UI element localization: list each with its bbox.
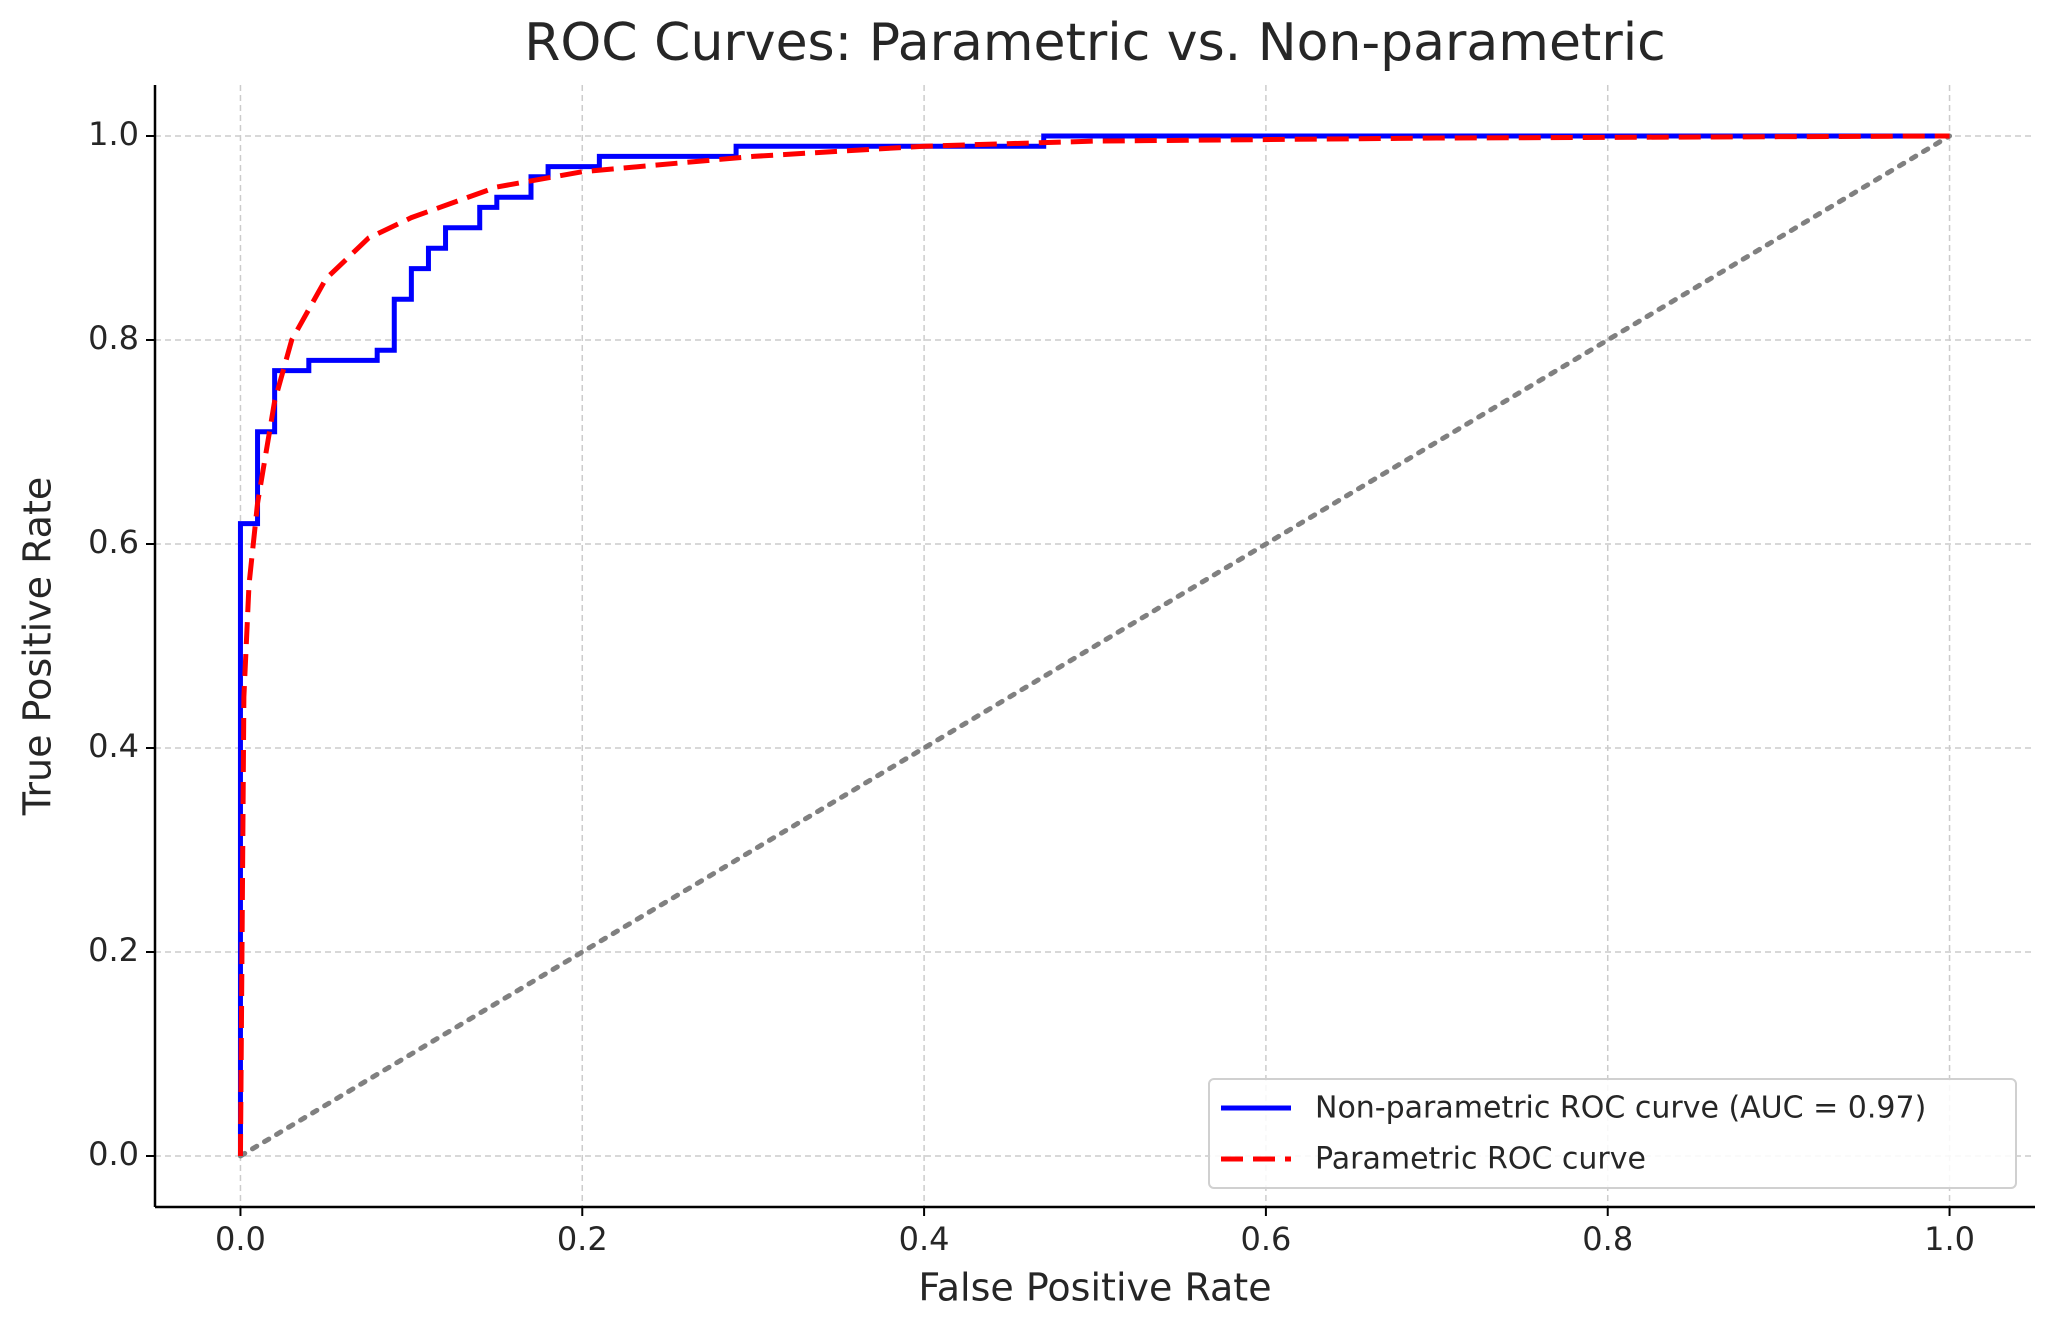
x-tick-label: 0.0 xyxy=(215,1220,266,1258)
legend-label: Parametric ROC curve xyxy=(1315,1142,1646,1177)
y-tick-label: 0.8 xyxy=(88,319,139,357)
chart-title: ROC Curves: Parametric vs. Non-parametri… xyxy=(524,13,1666,73)
x-tick-label: 0.2 xyxy=(557,1220,608,1258)
x-tick-label: 0.6 xyxy=(1240,1220,1291,1258)
legend-label: Non-parametric ROC curve (AUC = 0.97) xyxy=(1315,1091,1926,1126)
series-line xyxy=(237,133,1950,1157)
reference-line xyxy=(237,133,1953,1159)
y-tick-label: 0.0 xyxy=(88,1135,139,1173)
y-tick-label: 0.2 xyxy=(88,931,139,969)
x-tick-label: 0.4 xyxy=(899,1220,950,1258)
y-tick-label: 0.6 xyxy=(88,523,139,561)
x-axis-label: False Positive Rate xyxy=(918,1266,1271,1310)
series-line xyxy=(237,133,1950,1156)
y-tick-label: 0.4 xyxy=(88,727,139,765)
legend-box xyxy=(1208,1078,2017,1189)
x-tick-label: 0.8 xyxy=(1582,1220,1633,1258)
y-tick-label: 1.0 xyxy=(88,115,139,153)
x-tick-label: 1.0 xyxy=(1924,1220,1975,1258)
y-axis-label: True Positive Rate xyxy=(16,477,60,817)
legend: Non-parametric ROC curve (AUC = 0.97) Par… xyxy=(1208,1078,2017,1189)
